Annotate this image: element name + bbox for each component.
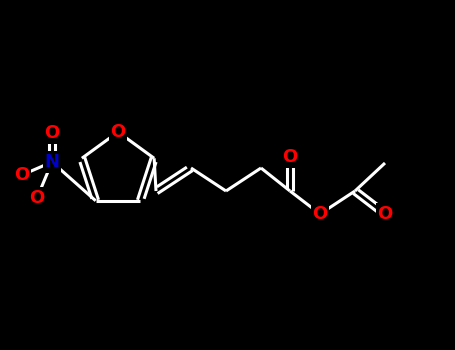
Text: O: O <box>377 205 393 223</box>
Text: O: O <box>15 166 30 184</box>
Text: O: O <box>283 148 298 166</box>
Text: O: O <box>111 123 126 141</box>
Text: O: O <box>313 205 328 223</box>
Text: O: O <box>30 189 45 207</box>
Text: O: O <box>45 124 60 142</box>
Text: N: N <box>45 153 60 171</box>
